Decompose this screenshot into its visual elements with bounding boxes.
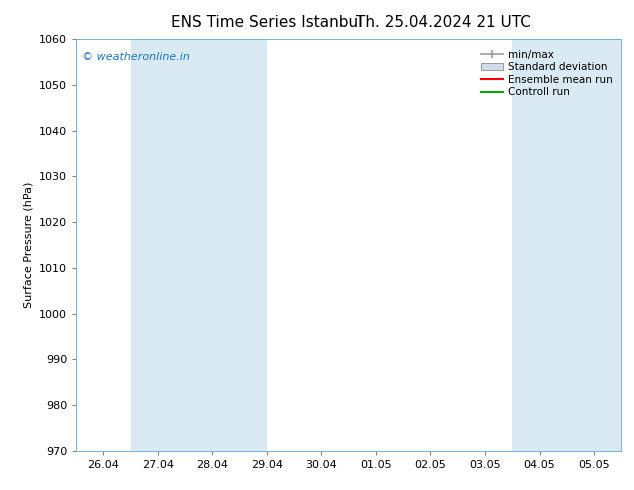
Bar: [131, 39, 267, 451]
Y-axis label: Surface Pressure (hPa): Surface Pressure (hPa): [23, 182, 34, 308]
Text: Th. 25.04.2024 21 UTC: Th. 25.04.2024 21 UTC: [356, 15, 531, 30]
Text: ENS Time Series Istanbul: ENS Time Series Istanbul: [171, 15, 362, 30]
Bar: [512, 39, 621, 451]
Text: © weatheronline.in: © weatheronline.in: [82, 51, 190, 62]
Legend: min/max, Standard deviation, Ensemble mean run, Controll run: min/max, Standard deviation, Ensemble me…: [476, 46, 616, 101]
